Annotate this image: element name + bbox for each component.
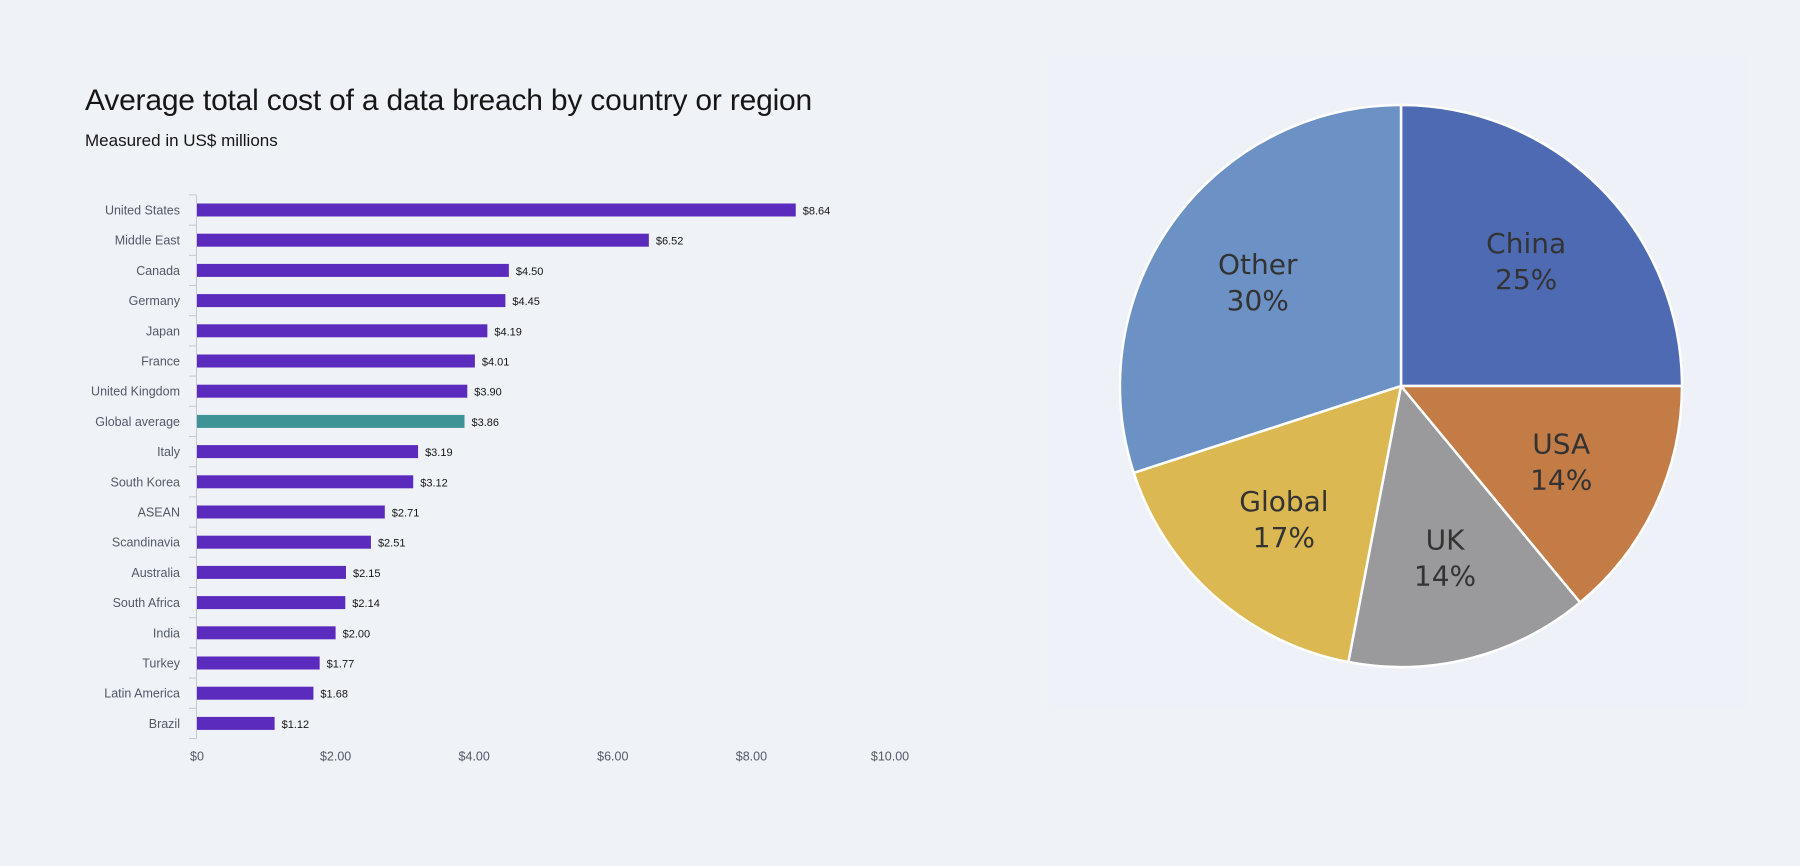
pie-slice xyxy=(1132,384,1403,664)
pie-slice xyxy=(1118,103,1403,475)
category-label: ASEAN xyxy=(138,506,180,520)
pie-slice-label: China xyxy=(1486,227,1566,260)
category-label: Australia xyxy=(131,566,180,580)
bar-value-label: $1.12 xyxy=(282,719,310,731)
bar-value-label: $3.19 xyxy=(425,447,453,459)
category-label: Turkey xyxy=(142,657,180,671)
bar-value-label: $4.01 xyxy=(482,357,510,369)
bar-value-label: $2.00 xyxy=(343,628,371,640)
pie-slice-percent: 17% xyxy=(1253,521,1315,554)
bar-value-label: $4.19 xyxy=(494,326,522,338)
x-tick-label: $6.00 xyxy=(597,749,628,763)
bar xyxy=(197,203,796,217)
pie-slice xyxy=(1399,103,1684,388)
bar xyxy=(197,294,506,308)
pie-slice-label: Other xyxy=(1218,248,1298,281)
bar-value-label: $8.64 xyxy=(803,206,831,218)
category-label: South Korea xyxy=(111,475,181,489)
bar-value-label: $3.90 xyxy=(474,387,502,399)
category-label: Latin America xyxy=(104,687,180,701)
bar xyxy=(197,626,336,640)
pie-slice-percent: 25% xyxy=(1495,263,1557,296)
bar-value-label: $2.14 xyxy=(352,598,380,610)
bar xyxy=(197,324,488,338)
bar xyxy=(197,505,385,519)
x-tick-label: $0 xyxy=(190,749,204,763)
pie-slice-percent: 30% xyxy=(1227,284,1289,317)
bar-value-label: $2.15 xyxy=(353,568,381,580)
bar-value-label: $4.45 xyxy=(512,296,540,308)
bar-value-label: $1.77 xyxy=(327,659,355,671)
bar xyxy=(197,384,468,398)
bar xyxy=(197,596,346,610)
category-label: Italy xyxy=(157,445,181,459)
x-tick-label: $10.00 xyxy=(871,749,909,763)
category-label: Japan xyxy=(146,324,180,338)
category-label: Canada xyxy=(136,264,180,278)
bar-chart-title: Average total cost of a data breach by c… xyxy=(85,84,813,117)
x-tick-label: $2.00 xyxy=(320,749,351,763)
bar-chart: United States $8.64 Middle East $6.52 Canada… xyxy=(91,194,909,763)
bar xyxy=(197,686,314,700)
bar-value-label: $1.68 xyxy=(320,689,348,701)
category-label: Scandinavia xyxy=(112,536,180,550)
bar xyxy=(197,656,320,670)
pie-slice xyxy=(1399,384,1684,604)
bar xyxy=(197,565,346,579)
bar xyxy=(197,414,465,428)
bar-value-label: $6.52 xyxy=(656,236,684,248)
bar-value-label: $2.51 xyxy=(378,538,406,550)
category-label: Middle East xyxy=(115,234,181,248)
category-label: United States xyxy=(105,204,180,218)
bar xyxy=(197,263,509,277)
category-label: United Kingdom xyxy=(91,385,180,399)
bar xyxy=(197,535,371,549)
bar xyxy=(197,233,649,247)
pie-slice xyxy=(1347,384,1582,669)
category-label: India xyxy=(153,626,180,640)
bar xyxy=(197,354,475,368)
category-label: Global average xyxy=(95,415,180,429)
category-label: Brazil xyxy=(149,717,180,731)
bar-value-label: $4.50 xyxy=(516,266,544,278)
pie-slice-percent: 14% xyxy=(1530,463,1592,496)
bar-chart-subtitle: Measured in US$ millions xyxy=(85,131,278,150)
bar xyxy=(197,716,275,730)
category-label: Germany xyxy=(129,294,181,308)
x-tick-label: $8.00 xyxy=(736,749,767,763)
pie-slice-label: Global xyxy=(1239,485,1328,518)
pie-slice-label: UK xyxy=(1426,523,1465,556)
bar xyxy=(197,445,419,459)
category-label: France xyxy=(141,355,180,369)
bar-value-label: $3.86 xyxy=(471,417,499,429)
pie-slice-label: USA xyxy=(1532,427,1590,460)
pie-chart-card: China 25% USA 14% UK 14% Global 17% Other 30% xyxy=(1050,55,1745,710)
bar xyxy=(197,475,414,489)
bar-value-label: $3.12 xyxy=(420,477,448,489)
bar-value-label: $2.71 xyxy=(392,508,420,520)
x-tick-label: $4.00 xyxy=(459,749,490,763)
pie-slice-percent: 14% xyxy=(1414,559,1476,592)
category-label: South Africa xyxy=(113,596,180,610)
